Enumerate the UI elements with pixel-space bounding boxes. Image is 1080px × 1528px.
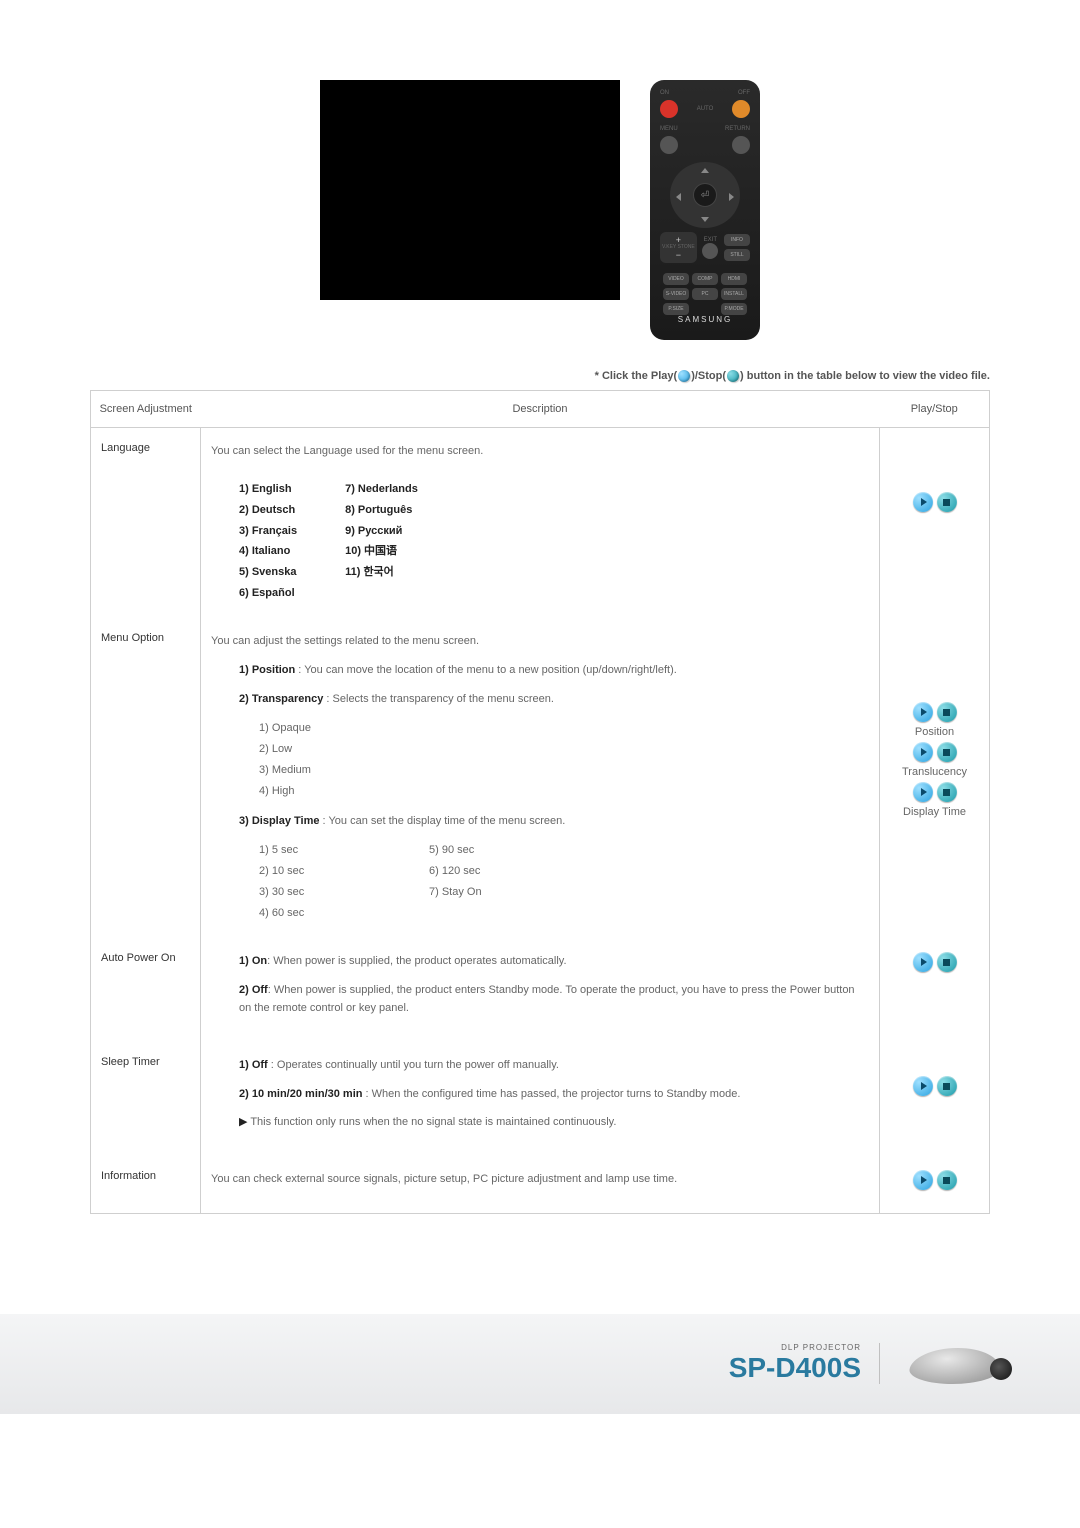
stop-icon [727,370,739,382]
footer-model-name: SP-D400S [729,1352,861,1384]
col-header-description: Description [201,391,880,428]
row-name-sleep-timer: Sleep Timer [91,1042,201,1156]
transparency-options: 1) Opaque 2) Low 3) Medium 4) High [259,718,869,802]
stop-button[interactable] [937,782,957,802]
projector-image [900,1334,1020,1394]
play-icon [678,370,690,382]
row-name-menu-option: Menu Option [91,618,201,938]
display-time-options: 1) 5 sec 2) 10 sec 3) 30 sec 4) 60 sec 5… [259,840,869,924]
stop-button[interactable] [937,492,957,512]
table-row: Sleep Timer 1) Off : Operates continuall… [91,1042,990,1156]
col-header-playstop: Play/Stop [880,391,990,428]
remote-key: INSTALL [721,288,747,300]
remote-control-image: ON OFF AUTO MENU RETURN ⏎ [650,80,760,340]
remote-key: VIDEO [663,273,689,285]
footer-subtitle: DLP PROJECTOR [781,1343,861,1352]
caption-position: Position [890,726,979,738]
remote-key: PC [692,288,718,300]
remote-exit-icon [702,243,718,259]
settings-table: Screen Adjustment Description Play/Stop … [90,390,990,1214]
caption-display-time: Display Time [890,806,979,818]
play-button[interactable] [913,1076,933,1096]
auto-power-on: 1) On: When power is supplied, the produ… [239,952,869,971]
remote-return-icon [732,136,750,154]
stop-button[interactable] [937,1076,957,1096]
remote-power-off-icon [732,100,750,118]
remote-menu-icon [660,136,678,154]
sleep-off: 1) Off : Operates continually until you … [239,1056,869,1075]
play-button[interactable] [913,782,933,802]
instruction-note: * Click the Play()/Stop() button in the … [90,370,990,382]
remote-return-label: RETURN [725,126,750,132]
play-button[interactable] [913,952,933,972]
footer: DLP PROJECTOR SP-D400S [0,1314,1080,1414]
menu-option-display-time: 3) Display Time : You can set the displa… [239,812,869,831]
table-header-row: Screen Adjustment Description Play/Stop [91,391,990,428]
footer-model: DLP PROJECTOR SP-D400S [729,1343,880,1384]
remote-on-label: ON [660,90,669,96]
table-row: Language You can select the Language use… [91,428,990,619]
language-col-a: 1) English 2) Deutsch 3) Français 4) Ita… [239,479,297,604]
remote-key: P.MODE [721,303,747,315]
remote-info-key: INFO [724,234,750,246]
play-button[interactable] [913,742,933,762]
remote-exit-label: EXIT [704,237,717,243]
remote-auto-label: AUTO [697,106,714,112]
video-placeholder [320,80,620,300]
row-name-information: Information [91,1156,201,1213]
table-row: Menu Option You can adjust the settings … [91,618,990,938]
remote-power-on-icon [660,100,678,118]
table-row: Information You can check external sourc… [91,1156,990,1213]
remote-dpad: ⏎ [670,162,740,228]
information-text: You can check external source signals, p… [211,1170,869,1189]
remote-enter-icon: ⏎ [693,183,717,207]
stop-button[interactable] [937,1170,957,1190]
auto-power-off: 2) Off: When power is supplied, the prod… [239,981,869,1018]
sleep-min: 2) 10 min/20 min/30 min : When the confi… [239,1085,869,1104]
remote-key: HDMI [721,273,747,285]
remote-off-label: OFF [738,90,750,96]
stop-button[interactable] [937,952,957,972]
remote-brand: SAMSUNG [678,315,732,324]
menu-option-transparency: 2) Transparency : Selects the transparen… [239,690,869,709]
language-lead: You can select the Language used for the… [211,442,869,461]
col-header-screen: Screen Adjustment [91,391,201,428]
remote-menu-label: MENU [660,126,678,132]
remote-key: S-VIDEO [663,288,689,300]
stop-button[interactable] [937,742,957,762]
play-button[interactable] [913,1170,933,1190]
remote-key [692,303,718,315]
caption-translucency: Translucency [890,766,979,778]
remote-still-key: STILL [724,249,750,261]
row-name-language: Language [91,428,201,619]
menu-option-position: 1) Position : You can move the location … [239,661,869,680]
remote-key: P.SIZE [663,303,689,315]
remote-key: COMP [692,273,718,285]
sleep-note: ▶ This function only runs when the no si… [239,1113,869,1132]
row-name-auto-power: Auto Power On [91,938,201,1042]
play-button[interactable] [913,492,933,512]
stop-button[interactable] [937,702,957,722]
remote-vkeystone: + V.KEY STONE − [660,232,697,263]
table-row: Auto Power On 1) On: When power is suppl… [91,938,990,1042]
language-col-b: 7) Nederlands 8) Português 9) Русский 10… [345,479,418,604]
play-button[interactable] [913,702,933,722]
menu-option-lead: You can adjust the settings related to t… [211,632,869,651]
